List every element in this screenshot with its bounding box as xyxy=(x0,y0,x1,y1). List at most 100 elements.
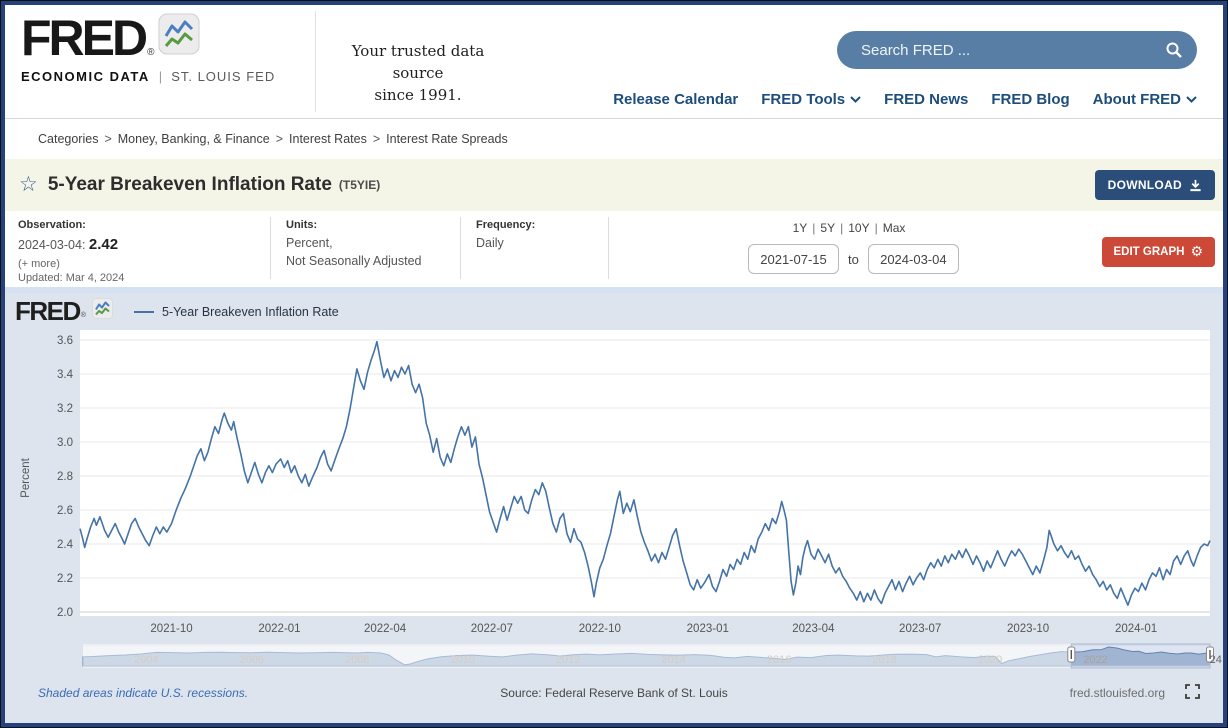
nav-fred-tools[interactable]: FRED Tools xyxy=(761,91,861,108)
breadcrumb: Categories > Money, Banking, & Finance >… xyxy=(5,119,1223,159)
navigator-area xyxy=(82,646,1211,667)
gear-icon: ⚙ xyxy=(1190,244,1203,260)
economic-data-label: ECONOMIC DATA xyxy=(21,69,150,84)
chevron-down-icon xyxy=(850,96,861,103)
navigator-year-label: 2020 xyxy=(978,654,1002,666)
more-link[interactable]: (+ more) xyxy=(18,257,60,270)
breadcrumb-categories[interactable]: Categories xyxy=(38,132,99,146)
fred-logo[interactable]: FRED ® ECONOMIC DATA | ST. LOUIS FED xyxy=(21,13,275,84)
y-axis-title: Percent xyxy=(20,457,32,497)
navigator-end-year-label: 24 xyxy=(1210,654,1222,666)
range-1y[interactable]: 1Y xyxy=(792,221,808,235)
series-meta-bar: Observation: 2024-03-04: 2.42 (+ more) U… xyxy=(5,211,1223,287)
navigator-year-label: 2012 xyxy=(556,654,580,666)
chart-fred-watermark: FRED ® xyxy=(15,298,113,324)
legend-label: 5-Year Breakeven Inflation Rate xyxy=(162,305,339,319)
meta-divider xyxy=(270,217,271,279)
chevron-down-icon xyxy=(1186,96,1197,103)
date-from-input[interactable] xyxy=(748,244,839,274)
navigator-year-label: 2008 xyxy=(345,654,369,666)
navigator-year-label: 2010 xyxy=(450,654,474,666)
chart-section: 3.6 3.4 3.2 3.0 2.8 2.6 2.4 2.2 2.0 Percent 2021-1… xyxy=(5,293,1223,723)
download-icon xyxy=(1190,179,1201,191)
download-button[interactable]: DOWNLOAD xyxy=(1094,170,1215,200)
range-10y[interactable]: 10Y xyxy=(848,221,870,235)
series-id: (T5YIE) xyxy=(338,178,381,192)
navigator-year-label: 2014 xyxy=(661,654,685,666)
y-axis-tick-label: 2.2 xyxy=(57,573,73,585)
x-axis-tick-label: 2022-10 xyxy=(579,623,621,635)
breadcrumb-interest-rate-spreads[interactable]: Interest Rate Spreads xyxy=(386,132,508,146)
y-axis-tick-label: 2.6 xyxy=(57,505,73,517)
navigator-year-label: 2022 xyxy=(1083,654,1107,666)
navigator-year-label: 2006 xyxy=(240,654,264,666)
frequency-block: Frequency: Daily xyxy=(476,219,536,250)
y-axis-tick-label: 2.0 xyxy=(57,607,73,619)
series-title-bar: ☆ 5-Year Breakeven Inflation Rate (T5YIE… xyxy=(5,159,1223,211)
range-5y[interactable]: 5Y xyxy=(820,221,836,235)
nav-about-fred[interactable]: About FRED xyxy=(1093,91,1197,108)
page-title: 5-Year Breakeven Inflation Rate xyxy=(47,174,332,195)
x-axis-tick-label: 2022-01 xyxy=(258,623,300,635)
y-axis-tick-label: 3.2 xyxy=(57,403,73,415)
favorite-star-icon[interactable]: ☆ xyxy=(19,172,38,196)
search-input[interactable] xyxy=(861,41,1165,59)
x-axis-tick-label: 2023-10 xyxy=(1007,623,1049,635)
nav-release-calendar[interactable]: Release Calendar xyxy=(613,91,739,108)
search-bar[interactable] xyxy=(837,31,1197,69)
navigator-selected-window[interactable] xyxy=(1070,643,1211,669)
fullscreen-icon[interactable] xyxy=(1185,684,1200,702)
breadcrumb-interest-rates[interactable]: Interest Rates xyxy=(289,132,367,146)
nav-fred-blog[interactable]: FRED Blog xyxy=(991,91,1070,108)
navigator-mask-left xyxy=(83,644,1072,668)
observation-block: Observation: 2024-03-04: 2.42 (+ more) U… xyxy=(18,219,125,284)
date-to-input[interactable] xyxy=(867,244,959,274)
breadcrumb-money-banking-finance[interactable]: Money, Banking, & Finance xyxy=(117,132,270,146)
y-axis-tick-label: 3.4 xyxy=(57,369,74,381)
fred-chart-icon-small xyxy=(92,298,113,324)
fred-wordmark: FRED xyxy=(21,10,148,66)
meta-divider xyxy=(460,217,461,279)
observation-value: 2.42 xyxy=(88,236,119,253)
y-axis-tick-label: 3.6 xyxy=(57,335,73,347)
updated-label: Updated: Mar 4, 2024 xyxy=(18,271,125,284)
navigator-year-label: 2004 xyxy=(134,654,158,666)
logo-divider: | xyxy=(158,69,163,84)
st-louis-fed-label: ST. LOUIS FED xyxy=(171,69,276,84)
zoom-range-links: 1Y | 5Y | 10Y | Max xyxy=(792,221,906,235)
chart-legend[interactable]: 5-Year Breakeven Inflation Rate xyxy=(134,305,339,319)
search-icon[interactable] xyxy=(1165,41,1183,59)
y-axis-tick-label: 3.0 xyxy=(57,437,73,449)
legend-line-swatch xyxy=(134,311,154,313)
observation-date: 2024-03-04: xyxy=(18,238,86,252)
source-label: Source: Federal Reserve Bank of St. Loui… xyxy=(500,686,728,700)
time-series-chart[interactable]: 3.6 3.4 3.2 3.0 2.8 2.6 2.4 2.2 2.0 Percent 2021-1… xyxy=(5,293,1223,723)
x-axis-tick-label: 2023-04 xyxy=(792,623,835,635)
date-range-inputs: to xyxy=(748,244,959,274)
top-navigation: Release Calendar FRED Tools FRED News FR… xyxy=(613,91,1197,108)
x-axis-tick-label: 2022-07 xyxy=(471,623,513,635)
meta-bottom-strip xyxy=(5,287,1223,293)
x-axis-tick-label: 2023-01 xyxy=(687,623,729,635)
meta-divider xyxy=(608,217,609,279)
chart-footer: Shaded areas indicate U.S. recessions. S… xyxy=(5,681,1223,707)
nav-fred-news[interactable]: FRED News xyxy=(884,91,969,108)
navigator-year-label: 2018 xyxy=(872,654,896,666)
y-axis-tick-label: 2.8 xyxy=(57,471,73,483)
x-axis-tick-label: 2024-01 xyxy=(1115,623,1157,635)
range-max[interactable]: Max xyxy=(882,221,906,235)
data-line xyxy=(79,340,1211,607)
edit-graph-button[interactable]: EDIT GRAPH ⚙ xyxy=(1101,237,1215,267)
x-axis-tick-label: 2023-07 xyxy=(899,623,941,635)
x-axis-tick-label: 2021-10 xyxy=(150,623,192,635)
site-url: fred.stlouisfed.org xyxy=(1069,686,1165,700)
site-header: FRED ® ECONOMIC DATA | ST. LOUIS FED You… xyxy=(5,5,1223,119)
registered-mark: ® xyxy=(147,47,155,58)
navigator-year-label: 2016 xyxy=(767,654,791,666)
fred-chart-icon xyxy=(158,13,200,60)
header-divider xyxy=(315,11,316,112)
y-axis-tick-label: 2.4 xyxy=(57,539,74,551)
plot-area xyxy=(80,330,1210,616)
recession-note: Shaded areas indicate U.S. recessions. xyxy=(38,686,249,700)
